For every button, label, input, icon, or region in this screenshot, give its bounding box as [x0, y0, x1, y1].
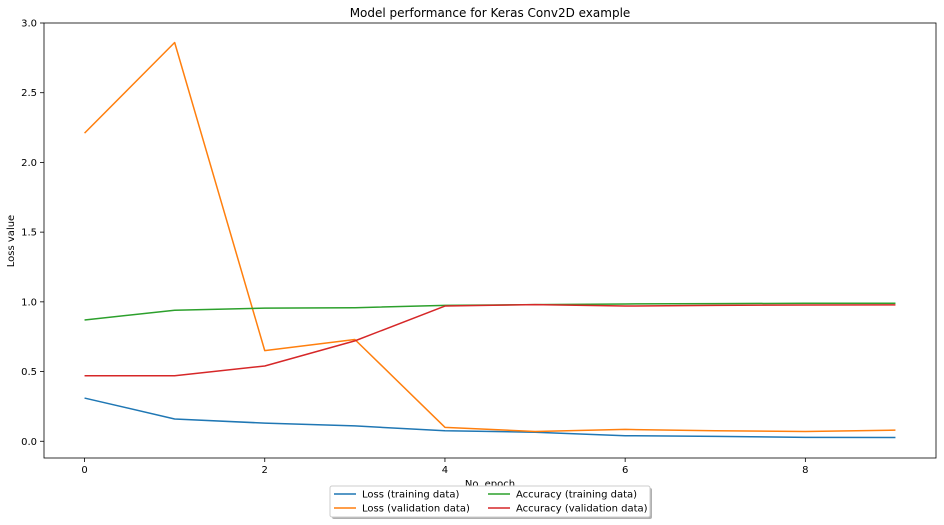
plot-frame	[43, 22, 937, 459]
x-tick-label: 0	[81, 465, 87, 476]
legend-label: Accuracy (training data)	[516, 490, 637, 501]
legend-label: Accuracy (validation data)	[516, 504, 648, 515]
y-tick-label: 2.5	[21, 88, 37, 99]
series-line-4	[84, 303, 896, 377]
x-tick-label: 4	[442, 465, 448, 476]
y-tick-label: 1.0	[21, 297, 37, 308]
legend-box	[329, 485, 651, 518]
chart-title: Model performance for Keras Conv2D examp…	[350, 6, 631, 20]
x-tick-label: 6	[622, 465, 628, 476]
y-tick-label: 3.0	[21, 19, 37, 30]
legend-label: Loss (validation data)	[362, 504, 470, 515]
series-line-1	[84, 397, 896, 439]
y-tick-label: 1.5	[21, 228, 37, 239]
x-tick-label: 8	[802, 465, 808, 476]
legend-label: Loss (training data)	[362, 490, 459, 501]
y-tick-label: 0.0	[21, 437, 37, 448]
plot-area: 0 2 4 6 8 0.0 0.5 1.0 1.5 2.0 2.5 3.0	[21, 19, 937, 476]
y-tick-label: 0.5	[21, 367, 37, 378]
y-axis-label: Loss value	[6, 215, 17, 267]
series-line-2	[84, 41, 896, 433]
x-tick-label: 2	[262, 465, 268, 476]
legend: Loss (training data) Loss (validation dat…	[329, 485, 652, 519]
x-axis-label: No. epoch	[465, 479, 515, 490]
y-tick-label: 2.0	[21, 158, 37, 169]
